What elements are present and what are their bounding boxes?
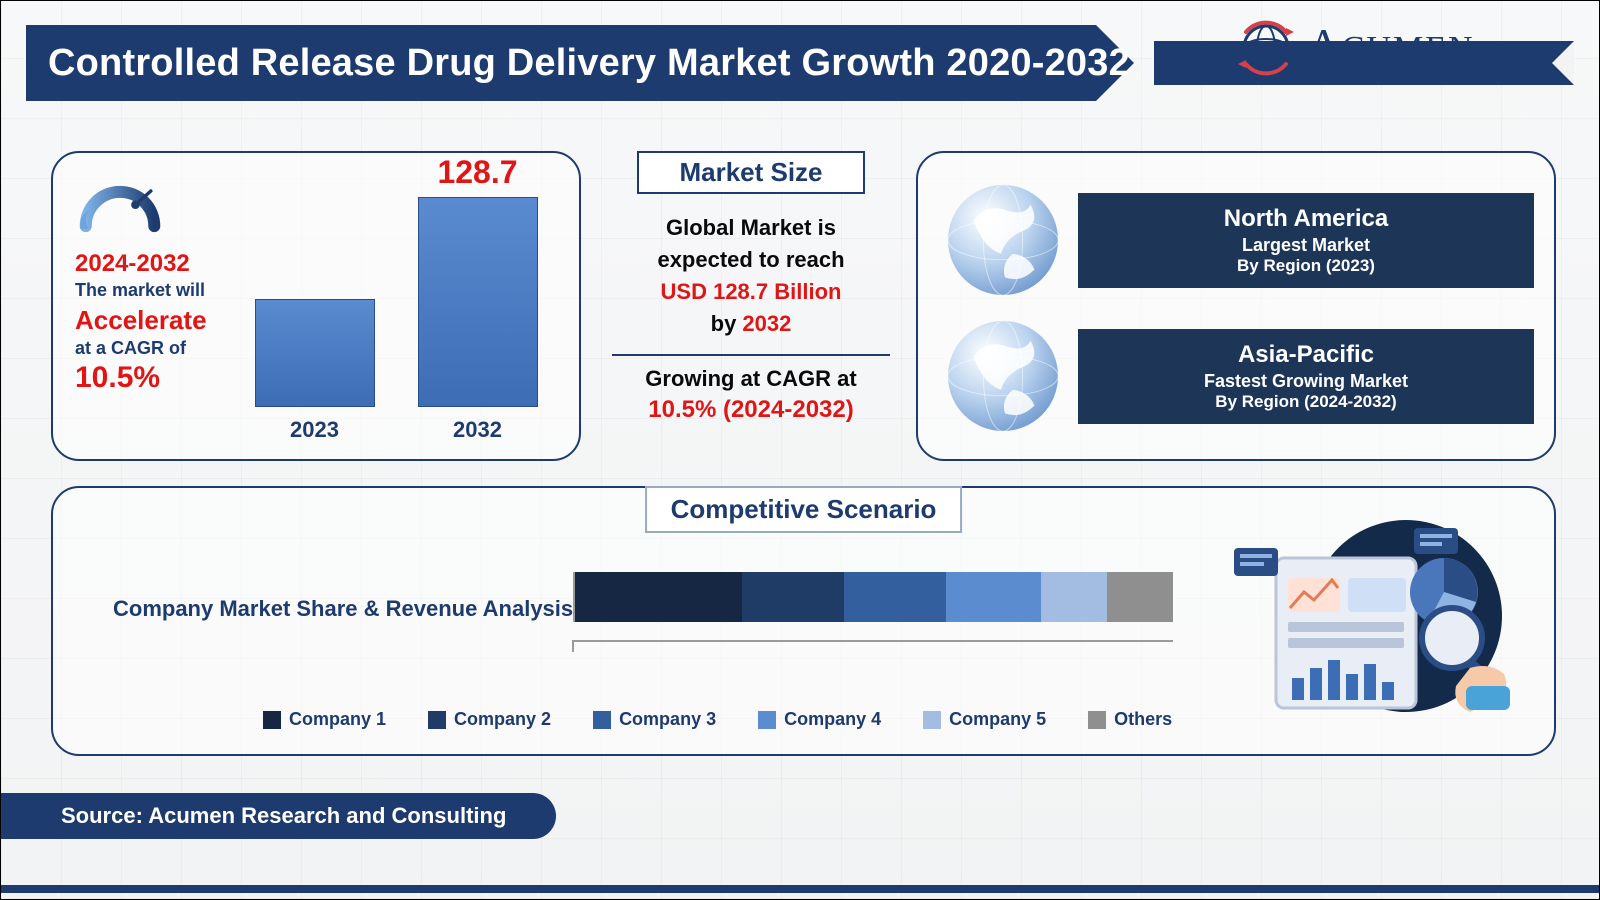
market-size-block: Market Size Global Market is expected to…	[606, 151, 896, 424]
footer-baseline	[1, 885, 1599, 893]
stacked-bar-segment	[844, 572, 946, 622]
logo-brand-first: A	[1308, 20, 1342, 69]
region-name: North America	[1096, 205, 1516, 233]
brand-logo: ACUMEN RESEARCH AND CONSULTING	[1236, 18, 1555, 83]
stacked-bar-segment	[1041, 572, 1107, 622]
competitive-label: Company Market Share & Revenue Analysis	[113, 596, 573, 622]
legend-swatch	[428, 711, 446, 729]
region-sub: Fastest Growing Market	[1096, 371, 1516, 392]
speedometer-icon	[75, 226, 165, 243]
page-title: Controlled Release Drug Delivery Market …	[26, 42, 1130, 85]
legend-swatch	[1088, 711, 1106, 729]
logo-brand-rest: CUMEN	[1342, 30, 1475, 67]
logo-brand: ACUMEN	[1308, 23, 1555, 67]
legend-label: Company 1	[289, 709, 386, 730]
legend-label: Company 4	[784, 709, 881, 730]
msize-cagr-value: 10.5% (2024-2032)	[606, 396, 896, 424]
axis-line	[573, 640, 1173, 642]
bar-value-label: 128.7	[437, 154, 517, 191]
legend-swatch	[593, 711, 611, 729]
legend-label: Company 3	[619, 709, 716, 730]
competitive-card: Competitive Scenario Company Market Shar…	[51, 486, 1556, 756]
legend-swatch	[758, 711, 776, 729]
bar-category-label: 2032	[453, 417, 502, 443]
globe-logo-icon	[1236, 18, 1296, 83]
logo-tagline: RESEARCH AND CONSULTING	[1308, 67, 1555, 79]
bar-group: 128.7 2032	[418, 154, 538, 443]
growth-line2: at a CAGR of	[75, 338, 233, 359]
growth-period: 2024-2032	[75, 250, 233, 278]
globe-icon	[944, 317, 1062, 435]
axis-tick	[572, 640, 574, 652]
globe-icon	[944, 181, 1062, 299]
region-box: Asia-PacificFastest Growing MarketBy Reg…	[1078, 329, 1534, 424]
growth-cagr: 10.5%	[75, 361, 233, 395]
legend-item: Company 5	[923, 709, 1046, 730]
legend-item: Company 3	[593, 709, 716, 730]
growth-card: 2024-2032 The market will Accelerate at …	[51, 151, 581, 461]
legend-item: Company 1	[263, 709, 386, 730]
msize-line2: expected to reach	[606, 244, 896, 276]
msize-by: by 2032	[606, 308, 896, 340]
analytics-illustration-icon	[1214, 518, 1514, 728]
legend-label: Company 2	[454, 709, 551, 730]
competitive-legend: Company 1 Company 2 Company 3 Company 4 Comp…	[263, 709, 1172, 730]
region-by: By Region (2024-2032)	[1096, 392, 1516, 412]
msize-cagr-label: Growing at CAGR at	[606, 366, 896, 392]
banner-tail-notch	[1552, 41, 1574, 85]
growth-accelerate: Accelerate	[75, 305, 233, 336]
bar	[255, 299, 375, 407]
legend-item: Company 2	[428, 709, 551, 730]
region-name: Asia-Pacific	[1096, 341, 1516, 369]
stacked-bar-segment	[575, 572, 742, 622]
region-by: By Region (2023)	[1096, 256, 1516, 276]
legend-item: Others	[1088, 709, 1172, 730]
region-row: Asia-PacificFastest Growing MarketBy Reg…	[944, 317, 1534, 435]
stacked-bar-segment	[742, 572, 844, 622]
legend-item: Company 4	[758, 709, 881, 730]
growth-bar-chart: .2023 128.7 2032	[233, 153, 579, 459]
competitive-stacked-bar	[573, 572, 1173, 642]
market-size-heading: Market Size	[637, 151, 864, 194]
msize-by-year: 2032	[742, 311, 791, 336]
msize-divider	[612, 354, 890, 356]
regions-card: North AmericaLargest MarketBy Region (20…	[916, 151, 1556, 461]
msize-by-prefix: by	[711, 311, 743, 336]
region-box: North AmericaLargest MarketBy Region (20…	[1078, 193, 1534, 288]
stacked-bar-segment	[946, 572, 1042, 622]
growth-line1: The market will	[75, 280, 233, 301]
legend-swatch	[923, 711, 941, 729]
region-row: North AmericaLargest MarketBy Region (20…	[944, 181, 1534, 299]
source-pill: Source: Acumen Research and Consulting	[1, 793, 556, 839]
competitive-heading: Competitive Scenario	[645, 486, 963, 533]
bar-group: .2023	[255, 256, 375, 443]
msize-line1: Global Market is	[606, 212, 896, 244]
bar	[418, 197, 538, 407]
region-sub: Largest Market	[1096, 235, 1516, 256]
legend-label: Others	[1114, 709, 1172, 730]
legend-swatch	[263, 711, 281, 729]
stacked-bar-segment	[1107, 572, 1173, 622]
legend-label: Company 5	[949, 709, 1046, 730]
bar-category-label: 2023	[290, 417, 339, 443]
msize-value: USD 128.7 Billion	[606, 276, 896, 308]
